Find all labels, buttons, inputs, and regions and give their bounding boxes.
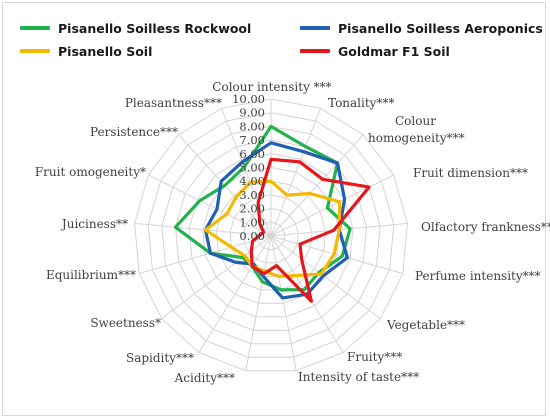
spoke-10 — [198, 235, 272, 353]
chart-frame — [2, 2, 546, 416]
legend-label-goldmar: Goldmar F1 Soil — [338, 43, 450, 59]
tick-label-6: 6.00 — [239, 147, 265, 161]
tick-label-10: 10.00 — [232, 92, 265, 106]
grid-ring-7 — [174, 139, 368, 331]
spoke-5 — [270, 235, 403, 274]
tick-label-0: 0.00 — [239, 229, 265, 243]
grid-ring-3 — [229, 194, 313, 277]
spoke-16 — [221, 108, 272, 237]
axis-label-7: Fruity*** — [347, 350, 402, 364]
spoke-3 — [270, 174, 394, 237]
spoke-8 — [270, 235, 297, 371]
axis-label-8: Intensity of taste*** — [298, 370, 419, 384]
legend-item-soil: Pisanello Soil — [20, 42, 152, 60]
legend-item-aeroponics: Pisanello Soilless Aeroponics — [300, 19, 543, 37]
axis-label-2: Colour homogeneity*** — [368, 114, 465, 145]
legend-swatch-rockwool — [20, 26, 50, 30]
spoke-13 — [134, 222, 272, 237]
grid-ring-10 — [134, 98, 408, 372]
legend-swatch-soil — [20, 49, 50, 53]
axis-label-5: Perfume intensity*** — [415, 269, 541, 283]
grid-ring-8 — [161, 125, 381, 345]
axis-label-12: Equilibrium*** — [46, 268, 136, 282]
axis-label-14: Fruit omogeneity* — [35, 165, 146, 179]
axis-label-3: Fruit dimension*** — [413, 166, 528, 180]
axis-label-0: Colour intensity *** — [212, 80, 331, 94]
legend-swatch-aeroponics — [300, 26, 330, 30]
grid-ring-2 — [243, 208, 299, 264]
series-line-2 — [203, 179, 342, 278]
grid-ring-1 — [256, 221, 286, 250]
axis-label-11: Sweetness* — [90, 316, 161, 330]
tick-label-2: 2.00 — [239, 202, 265, 216]
legend-label-aeroponics: Pisanello Soilless Aeroponics — [338, 20, 543, 36]
spoke-14 — [148, 174, 272, 237]
legend-label-rockwool: Pisanello Soilless Rockwool — [58, 20, 252, 36]
tick-label-3: 3.00 — [239, 188, 265, 202]
grid-ring-9 — [147, 112, 395, 358]
axis-label-16: Pleasantness*** — [125, 96, 222, 110]
legend-item-rockwool: Pisanello Soilless Rockwool — [20, 19, 251, 37]
series-line-3 — [249, 157, 371, 303]
axis-label-6: Vegetable*** — [386, 318, 465, 332]
grid-ring-6 — [188, 153, 354, 318]
spoke-9 — [245, 235, 272, 371]
axis-label-4: Olfactory frankness** — [421, 220, 550, 234]
axis-label-10: Sapidity*** — [126, 351, 194, 365]
series-line-1 — [203, 141, 349, 300]
legend-swatch-goldmar — [300, 49, 330, 53]
legend-item-goldmar: Goldmar F1 Soil — [300, 42, 450, 60]
axis-label-9: Acidity*** — [174, 371, 235, 385]
tick-label-5: 5.00 — [239, 161, 265, 175]
axis-label-1: Tonality*** — [328, 96, 394, 110]
tick-label-8: 8.00 — [239, 119, 265, 133]
legend-label-soil: Pisanello Soil — [58, 43, 153, 59]
tick-label-1: 1.00 — [239, 215, 265, 229]
tick-label-7: 7.00 — [239, 133, 265, 147]
spoke-12 — [139, 235, 272, 274]
axis-label-15: Persistence*** — [90, 125, 178, 139]
tick-label-9: 9.00 — [239, 106, 265, 120]
spoke-11 — [161, 235, 272, 319]
spoke-1 — [270, 108, 321, 237]
tick-label-4: 4.00 — [239, 174, 265, 188]
spoke-2 — [270, 134, 364, 237]
axis-label-13: Juiciness** — [60, 217, 128, 231]
spoke-6 — [270, 235, 381, 319]
grid-ring-4 — [215, 180, 327, 291]
